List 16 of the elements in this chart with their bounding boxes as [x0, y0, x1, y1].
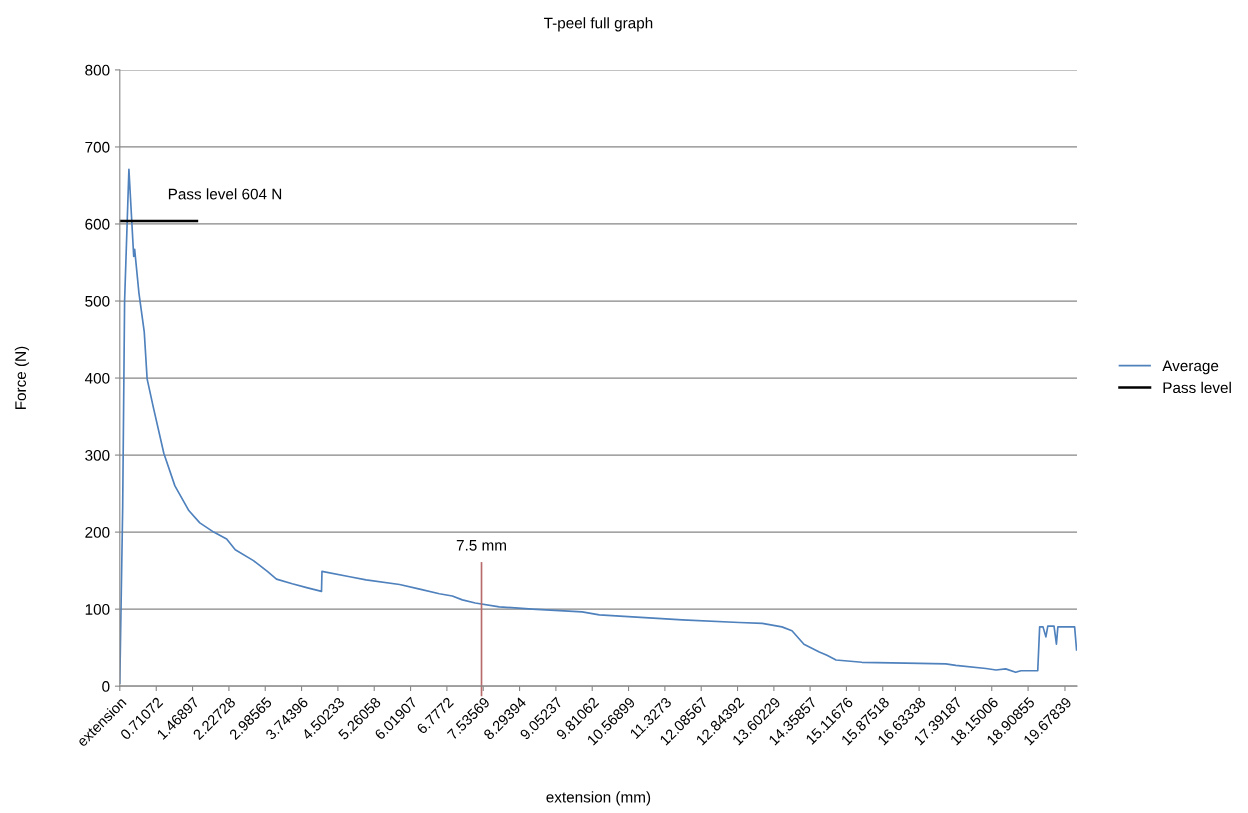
- annotation: Pass level 604 N: [168, 188, 282, 200]
- y-tick-label: 200: [85, 526, 110, 538]
- y-axis-title: Force (N): [14, 346, 30, 410]
- y-tick-label: 500: [85, 295, 110, 307]
- chart-title: T-peel full graph: [543, 17, 653, 32]
- legend-label: Average: [1162, 360, 1219, 375]
- y-tick-label: 800: [85, 64, 110, 76]
- y-tick-label: 0: [102, 681, 110, 692]
- y-tick-label: 400: [84, 372, 110, 384]
- ref-line-label: 7.5 mm: [456, 540, 506, 551]
- y-tick-label: 300: [85, 449, 110, 461]
- x-axis-title: extension (mm): [546, 791, 651, 806]
- y-tick-label: 100: [85, 604, 110, 615]
- y-tick-label: 600: [85, 218, 110, 230]
- y-tick-label: 700: [85, 141, 110, 153]
- legend-label: Pass level: [1163, 381, 1231, 394]
